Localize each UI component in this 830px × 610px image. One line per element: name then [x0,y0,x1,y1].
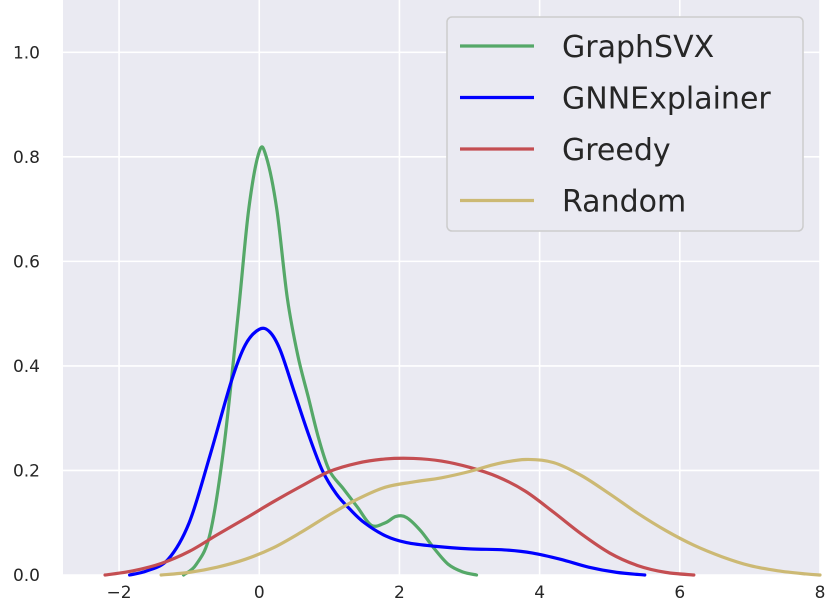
x-tick-label: −2 [107,583,132,603]
x-axis-ticks: −2 0 2 4 6 8 [107,583,826,603]
y-tick-label: 0.0 [13,566,40,586]
y-tick-label: 0.8 [13,148,40,168]
y-tick-label: 0.2 [13,461,40,481]
legend: GraphSVX GNNExplainer Greedy Random [446,16,804,232]
series-line-gnnexplainer [127,326,647,577]
x-tick-label: 2 [394,583,405,603]
legend-label: Random [562,185,686,220]
legend-box [446,16,804,232]
legend-label: GraphSVX [562,30,714,65]
y-tick-label: 0.4 [13,357,40,377]
legend-label: GNNExplainer [562,82,771,117]
x-tick-label: 8 [815,583,826,603]
series-line-greedy [103,456,696,577]
series-layer [103,145,822,577]
x-tick-label: 6 [674,583,685,603]
y-axis-ticks: 0.0 0.2 0.4 0.6 0.8 1.0 [13,43,40,586]
series-line-graphsvx [181,145,479,577]
x-tick-label: 0 [254,583,265,603]
series-line-random [159,457,822,577]
legend-label: Greedy [562,133,671,168]
y-tick-label: 0.6 [13,252,40,272]
y-tick-label: 1.0 [13,43,40,63]
x-tick-label: 4 [534,583,545,603]
